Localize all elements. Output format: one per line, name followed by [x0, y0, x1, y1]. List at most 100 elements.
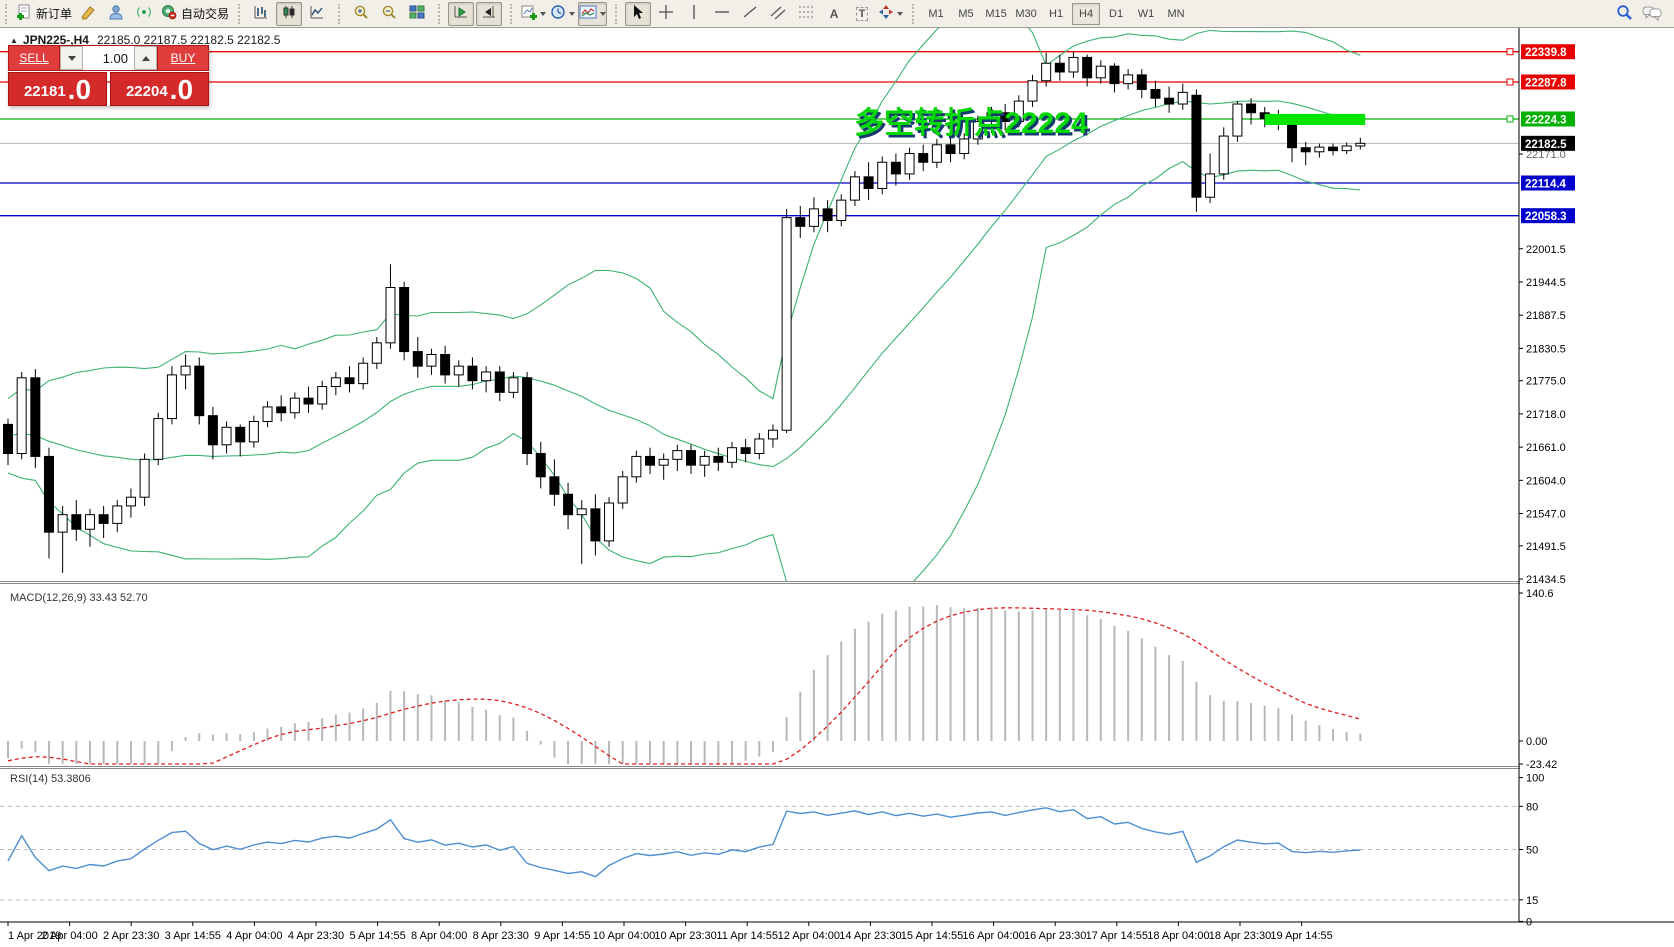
toolbar-group-charttype — [233, 0, 333, 28]
horizontal-line-icon — [714, 4, 730, 23]
svg-text:-23.42: -23.42 — [1526, 759, 1557, 771]
periods-dropdown-button[interactable] — [549, 2, 576, 26]
dropdown-caret-icon — [897, 11, 904, 16]
chat-button[interactable] — [1639, 2, 1665, 26]
svg-text:10 Apr 23:30: 10 Apr 23:30 — [654, 930, 716, 942]
signal-button[interactable] — [131, 2, 157, 26]
price-level-badge — [1521, 111, 1575, 127]
tile-windows-button[interactable] — [404, 2, 430, 26]
sell-price-frac: .0 — [67, 74, 92, 105]
svg-text:4 Apr 04:00: 4 Apr 04:00 — [226, 930, 282, 942]
svg-text:10 Apr 04:00: 10 Apr 04:00 — [593, 930, 655, 942]
candlestick-chart-button[interactable] — [276, 1, 303, 26]
svg-text:22287.8: 22287.8 — [1525, 78, 1567, 90]
cursor-button[interactable] — [625, 1, 652, 26]
autoscroll-button[interactable] — [448, 1, 475, 26]
fibonacci-button[interactable] — [793, 2, 819, 26]
level-line-handle[interactable] — [1506, 48, 1514, 56]
crayon-button[interactable] — [75, 2, 101, 26]
line-chart-button[interactable] — [304, 2, 330, 26]
collapse-chart-icon[interactable]: ▲ — [10, 35, 18, 45]
rsi-indicator-label: RSI(14) 53.3806 — [10, 773, 91, 785]
svg-text:21661.0: 21661.0 — [1526, 442, 1566, 454]
toolbar-drag-handle[interactable] — [615, 3, 621, 24]
autotrading-button[interactable]: 自动交易 — [159, 2, 230, 26]
volume-increase-button[interactable] — [134, 46, 157, 70]
text-label-button[interactable]: T — [849, 2, 875, 26]
toolbar-drag-handle[interactable] — [438, 3, 444, 24]
profile-icon — [108, 4, 124, 23]
vertical-line-icon — [686, 4, 702, 23]
timeframe-button-H4[interactable]: H4 — [1072, 2, 1101, 25]
volume-decrease-button[interactable] — [60, 46, 83, 70]
autotrading-icon — [160, 4, 177, 23]
zoom-out-button[interactable] — [376, 2, 402, 26]
timeframe-button-H1[interactable]: H1 — [1049, 7, 1064, 20]
price-level-badge — [1521, 44, 1575, 60]
signal-icon — [136, 4, 152, 23]
svg-text:8 Apr 04:00: 8 Apr 04:00 — [411, 930, 467, 942]
annotation-text-shadow: 多空转折点22224 — [857, 110, 1091, 143]
svg-text:50: 50 — [1526, 844, 1538, 856]
annotation-text[interactable]: 多空转折点22224 — [854, 107, 1088, 140]
buy-price-box[interactable]: 22204 .0 — [110, 72, 209, 106]
chart-shift-button[interactable] — [476, 1, 503, 26]
buy-button[interactable]: BUY — [157, 45, 209, 71]
templates-dropdown-button[interactable] — [578, 1, 608, 26]
timeframe-button-M1[interactable]: M1 — [928, 7, 944, 20]
toolbar-group-drawing: A T — [610, 0, 907, 28]
svg-text:21775.0: 21775.0 — [1526, 376, 1566, 388]
svg-text:11 Apr 14:55: 11 Apr 14:55 — [716, 930, 778, 942]
indicators-dropdown-button[interactable] — [520, 2, 547, 26]
search-button[interactable] — [1611, 2, 1637, 26]
horizontal-level-lines[interactable] — [0, 51, 1519, 217]
text-tool-button[interactable]: A — [821, 2, 847, 26]
sell-price-box[interactable]: 22181 .0 — [8, 72, 107, 106]
toolbar-drag-handle[interactable] — [912, 3, 918, 24]
buy-price-frac: .0 — [169, 74, 194, 105]
svg-text:21887.5: 21887.5 — [1526, 310, 1566, 322]
price-level-badge — [1521, 208, 1575, 224]
equidistant-channel-button[interactable] — [765, 2, 791, 26]
macd-histogram — [7, 605, 1362, 764]
sell-button[interactable]: SELL — [8, 45, 60, 71]
chart-ohlc-values: 22185.0 22187.5 22182.5 22182.5 — [96, 33, 281, 47]
crosshair-button[interactable] — [653, 2, 679, 26]
timeframe-button-W1[interactable]: W1 — [1137, 7, 1155, 20]
level-line-handle[interactable] — [1506, 78, 1514, 86]
svg-text:21434.5: 21434.5 — [1526, 574, 1566, 586]
level-line-handle[interactable] — [1506, 115, 1514, 123]
bar-chart-button[interactable] — [248, 2, 274, 26]
timeframe-button-D1[interactable]: D1 — [1109, 7, 1124, 20]
timeframe-button-M30[interactable]: M30 — [1015, 7, 1037, 20]
svg-text:22001.5: 22001.5 — [1526, 244, 1566, 256]
timeframe-button-M5[interactable]: M5 — [958, 7, 974, 20]
timeframe-button-M15[interactable]: M15 — [985, 7, 1007, 20]
chart-window: 多空转折点22224 多空转折点22224 22001.5 21944.5 21887.… — [0, 28, 1674, 947]
volume-input[interactable] — [83, 46, 134, 70]
chart-canvas[interactable]: 多空转折点22224多空转折点2222422001.521944.521887.… — [0, 28, 1674, 947]
green-highlight-rectangle[interactable] — [1264, 113, 1366, 125]
arrows-dropdown-button[interactable] — [877, 2, 904, 26]
vertical-line-button[interactable] — [681, 2, 707, 26]
macd-signal-line — [7, 607, 1361, 765]
svg-text:16 Apr 23:30: 16 Apr 23:30 — [1024, 930, 1086, 942]
trendline-button[interactable] — [737, 2, 763, 26]
svg-text:21491.5: 21491.5 — [1526, 541, 1566, 553]
profile-button[interactable] — [103, 2, 129, 26]
horizontal-line-button[interactable] — [709, 2, 735, 26]
price-level-badge — [1521, 175, 1575, 191]
new-order-button[interactable]: 新订单 — [15, 2, 73, 26]
svg-text:19 Apr 14:55: 19 Apr 14:55 — [1270, 930, 1332, 942]
chat-icon — [1642, 4, 1662, 24]
toolbar-drag-handle[interactable] — [238, 3, 244, 24]
toolbar-drag-handle[interactable] — [5, 3, 11, 24]
toolbar-drag-handle[interactable] — [338, 3, 344, 24]
toolbar-group-scroll — [433, 0, 505, 28]
toolbar-drag-handle[interactable] — [510, 3, 516, 24]
rsi-line — [7, 807, 1361, 878]
timeframe-button-MN[interactable]: MN — [1167, 7, 1185, 20]
zoom-in-button[interactable] — [348, 2, 374, 26]
svg-text:12 Apr 04:00: 12 Apr 04:00 — [778, 930, 840, 942]
